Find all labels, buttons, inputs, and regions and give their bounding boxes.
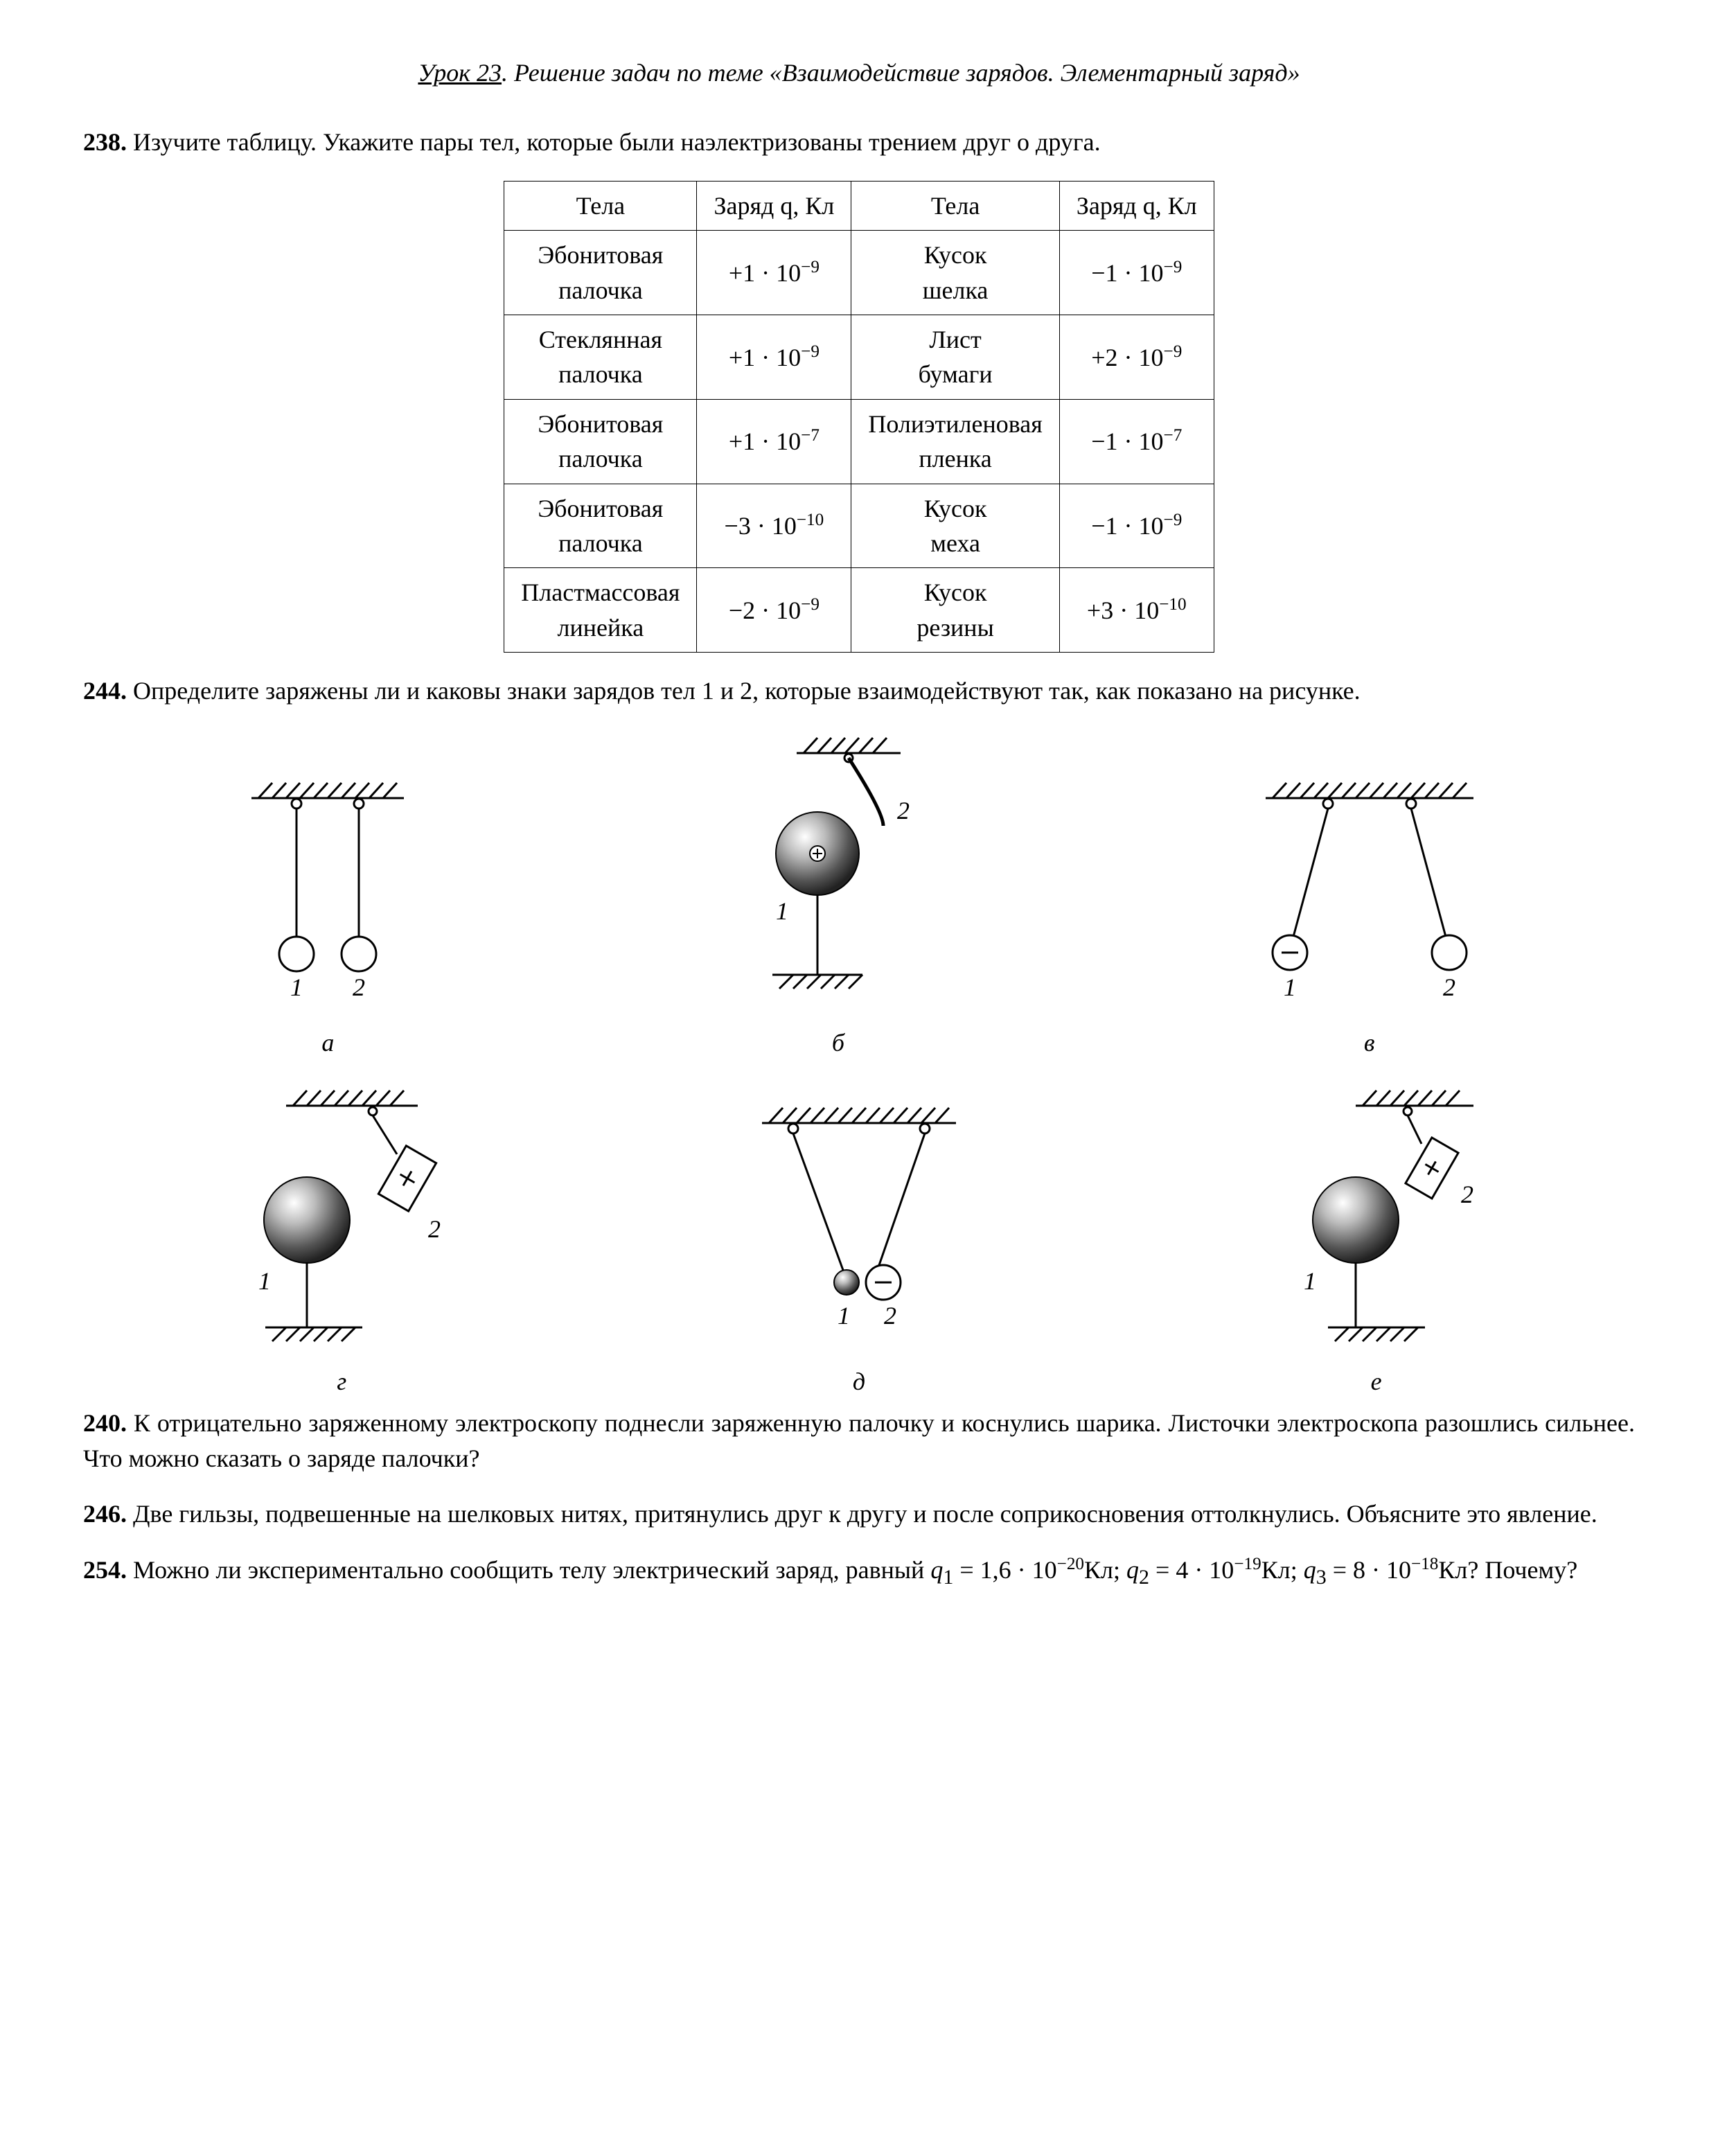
problem-246: 246. Две гильзы, подвешенные на шелковых… bbox=[83, 1496, 1635, 1531]
q2-var: q bbox=[1126, 1556, 1139, 1584]
fig-e-label: е bbox=[1245, 1364, 1508, 1399]
problem-240-text: К отрицательно заряженному электроскопу … bbox=[83, 1409, 1635, 1472]
problem-246-text: Две гильзы, подвешенные на шелковых нитя… bbox=[127, 1500, 1597, 1528]
fig-v-label: в bbox=[1238, 1025, 1501, 1060]
figure-a: 1 2 а bbox=[217, 770, 439, 1060]
cell-body2: Листбумаги bbox=[851, 315, 1059, 399]
svg-text:2: 2 bbox=[353, 973, 365, 1001]
cell-charge2: −1 · 10−9 bbox=[1059, 231, 1214, 315]
q2-eq: = 4 · 10 bbox=[1149, 1556, 1234, 1584]
q1-var: q bbox=[930, 1556, 943, 1584]
svg-text:2: 2 bbox=[1461, 1181, 1473, 1208]
figure-b: 2 1 б bbox=[707, 729, 970, 1060]
cell-charge2: −1 · 10−7 bbox=[1059, 399, 1214, 484]
q3-unit: Кл? Почему? bbox=[1438, 1556, 1577, 1584]
svg-text:1: 1 bbox=[1284, 973, 1296, 1001]
table-row: Эбонитоваяпалочка−3 · 10−10Кусокмеха−1 ·… bbox=[504, 484, 1214, 568]
table-header-row: Тела Заряд q, Кл Тела Заряд q, Кл bbox=[504, 181, 1214, 230]
cell-body1: Эбонитоваяпалочка bbox=[504, 231, 697, 315]
cell-body1: Пластмассоваялинейка bbox=[504, 568, 697, 653]
cell-charge1: −2 · 10−9 bbox=[697, 568, 851, 653]
svg-text:1: 1 bbox=[776, 897, 788, 925]
lesson-name: . Решение задач по теме «Взаимодействие … bbox=[502, 59, 1300, 87]
figures-row-1: 1 2 а 2 1 bbox=[83, 729, 1635, 1060]
problem-238-num: 238. bbox=[83, 128, 127, 156]
figure-d: 1 2 д bbox=[727, 1095, 991, 1399]
cell-body2: Кусокмеха bbox=[851, 484, 1059, 568]
svg-text:2: 2 bbox=[428, 1215, 441, 1243]
th-body1: Тела bbox=[504, 181, 697, 230]
figure-v: 1 2 в bbox=[1238, 770, 1501, 1060]
cell-charge2: +3 · 10−10 bbox=[1059, 568, 1214, 653]
problem-254-num: 254. bbox=[83, 1556, 127, 1584]
q2-sub: 2 bbox=[1139, 1566, 1149, 1589]
cell-body2: Кусокшелка bbox=[851, 231, 1059, 315]
problem-238-text: Изучите таблицу. Укажите пары тел, котор… bbox=[127, 128, 1101, 156]
table-row: Эбонитоваяпалочка+1 · 10−9Кусокшелка−1 ·… bbox=[504, 231, 1214, 315]
figures-row-2: 2 1 г bbox=[83, 1081, 1635, 1399]
q3-exp: −18 bbox=[1411, 1555, 1438, 1573]
cell-charge1: +1 · 10−7 bbox=[697, 399, 851, 484]
svg-text:1: 1 bbox=[290, 973, 303, 1001]
q1-eq: = 1,6 · 10 bbox=[953, 1556, 1056, 1584]
table-row: Стекляннаяпалочка+1 · 10−9Листбумаги+2 ·… bbox=[504, 315, 1214, 399]
q3-sub: 3 bbox=[1316, 1566, 1327, 1589]
charge-table: Тела Заряд q, Кл Тела Заряд q, Кл Эбонит… bbox=[504, 181, 1214, 653]
svg-text:2: 2 bbox=[1443, 973, 1455, 1001]
q3-eq: = 8 · 10 bbox=[1327, 1556, 1411, 1584]
cell-charge1: +1 · 10−9 bbox=[697, 231, 851, 315]
fig-g-label: г bbox=[210, 1364, 473, 1399]
th-charge2: Заряд q, Кл bbox=[1059, 181, 1214, 230]
problem-244: 244. Определите заряжены ли и каковы зна… bbox=[83, 673, 1635, 708]
fig-d-label: д bbox=[727, 1364, 991, 1399]
problem-244-num: 244. bbox=[83, 677, 127, 705]
svg-text:1: 1 bbox=[1304, 1267, 1316, 1295]
th-body2: Тела bbox=[851, 181, 1059, 230]
table-row: Эбонитоваяпалочка+1 · 10−7Полиэтиленовая… bbox=[504, 399, 1214, 484]
cell-body2: Кусокрезины bbox=[851, 568, 1059, 653]
cell-charge2: −1 · 10−9 bbox=[1059, 484, 1214, 568]
problem-240-num: 240. bbox=[83, 1409, 127, 1437]
fig-a-label: а bbox=[217, 1025, 439, 1060]
svg-text:1: 1 bbox=[258, 1267, 271, 1295]
cell-body2: Полиэтиленоваяпленка bbox=[851, 399, 1059, 484]
problem-254-pre: Можно ли экспериментально сообщить телу … bbox=[127, 1556, 930, 1584]
problem-238: 238. Изучите таблицу. Укажите пары тел, … bbox=[83, 125, 1635, 159]
cell-charge2: +2 · 10−9 bbox=[1059, 315, 1214, 399]
q3-var: q bbox=[1304, 1556, 1316, 1584]
cell-charge1: −3 · 10−10 bbox=[697, 484, 851, 568]
fig-b-label: б bbox=[707, 1025, 970, 1060]
lesson-number: Урок 23 bbox=[418, 59, 502, 87]
figure-g: 2 1 г bbox=[210, 1081, 473, 1399]
cell-body1: Стекляннаяпалочка bbox=[504, 315, 697, 399]
problem-244-text: Определите заряжены ли и каковы знаки за… bbox=[127, 677, 1361, 705]
cell-body1: Эбонитоваяпалочка bbox=[504, 484, 697, 568]
cell-charge1: +1 · 10−9 bbox=[697, 315, 851, 399]
q1-unit: Кл; bbox=[1084, 1556, 1126, 1584]
q1-sub: 1 bbox=[943, 1566, 953, 1589]
svg-text:1: 1 bbox=[838, 1302, 850, 1329]
q2-exp: −19 bbox=[1234, 1555, 1261, 1573]
svg-text:2: 2 bbox=[897, 797, 910, 824]
problem-240: 240. К отрицательно заряженному электрос… bbox=[83, 1406, 1635, 1476]
problem-254: 254. Можно ли экспериментально сообщить … bbox=[83, 1552, 1635, 1592]
q2-unit: Кл; bbox=[1261, 1556, 1304, 1584]
q1-exp: −20 bbox=[1057, 1555, 1084, 1573]
svg-text:2: 2 bbox=[884, 1302, 896, 1329]
th-charge1: Заряд q, Кл bbox=[697, 181, 851, 230]
figure-e: 2 1 е bbox=[1245, 1081, 1508, 1399]
cell-body1: Эбонитоваяпалочка bbox=[504, 399, 697, 484]
table-row: Пластмассоваялинейка−2 · 10−9Кусокрезины… bbox=[504, 568, 1214, 653]
lesson-title: Урок 23. Решение задач по теме «Взаимоде… bbox=[83, 55, 1635, 90]
problem-246-num: 246. bbox=[83, 1500, 127, 1528]
